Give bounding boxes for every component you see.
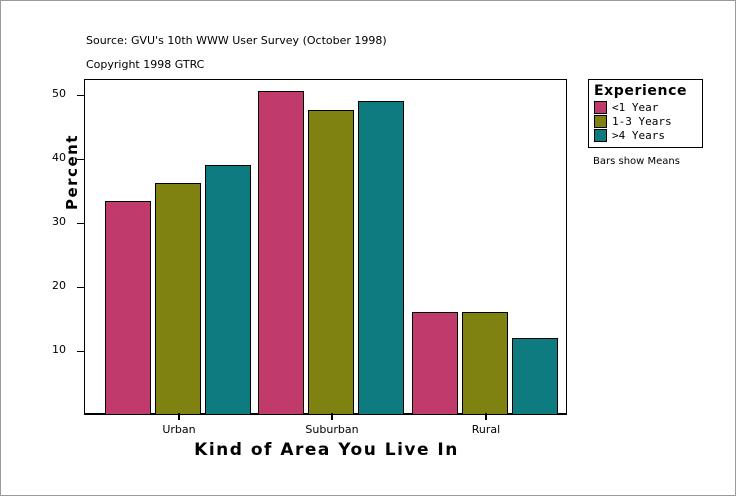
copyright-note: Copyright 1998 GTRC bbox=[86, 58, 205, 71]
x-axis-tick bbox=[485, 413, 487, 420]
legend-item-label: <1 Year bbox=[612, 101, 659, 114]
x-axis-label-urban: Urban bbox=[162, 423, 196, 436]
legend-entries: <1 Year 1-3 Years >4 Years bbox=[594, 101, 697, 142]
legend-item-label: >4 Years bbox=[612, 129, 665, 142]
y-axis-tick-label: 10 bbox=[52, 343, 66, 356]
source-note: Source: GVU's 10th WWW User Survey (Octo… bbox=[86, 34, 387, 47]
bar-rural-1 bbox=[412, 311, 458, 415]
y-axis-tick: 50 bbox=[52, 87, 85, 100]
bar-suburban-3 bbox=[358, 100, 404, 415]
bar-rural-3 bbox=[512, 338, 558, 415]
bar-rural-2 bbox=[462, 311, 508, 415]
legend-swatch-icon bbox=[594, 115, 607, 128]
legend-swatch-icon bbox=[594, 129, 607, 142]
legend-item-label: 1-3 Years bbox=[612, 115, 672, 128]
legend-title: Experience bbox=[594, 83, 688, 99]
x-axis-label-suburban: Suburban bbox=[305, 423, 359, 436]
y-axis-tick: 20 bbox=[52, 279, 85, 292]
legend-item-3: >4 Years bbox=[594, 129, 697, 142]
bar-suburban-1 bbox=[258, 91, 304, 415]
bar-urban-1 bbox=[105, 201, 151, 415]
x-axis-tick bbox=[331, 413, 333, 420]
bar-urban-2 bbox=[155, 183, 201, 415]
y-axis-tick-label: 30 bbox=[52, 215, 66, 228]
legend: Experience <1 Year 1-3 Years >4 Years bbox=[588, 79, 703, 148]
y-axis-tick-label: 20 bbox=[52, 279, 66, 292]
y-axis-tick: 10 bbox=[52, 343, 85, 356]
y-axis-tick: 30 bbox=[52, 215, 85, 228]
x-axis-label-rural: Rural bbox=[471, 423, 501, 436]
bar-suburban-2 bbox=[308, 109, 354, 415]
x-axis-tick bbox=[178, 413, 180, 420]
x-axis-title: Kind of Area You Live In bbox=[194, 440, 459, 460]
bars-container bbox=[85, 80, 566, 415]
y-axis-tick-label: 50 bbox=[52, 87, 66, 100]
y-axis-tick-label: 40 bbox=[52, 151, 66, 164]
bars-show-means-note: Bars show Means bbox=[593, 156, 680, 167]
legend-item-2: 1-3 Years bbox=[594, 115, 697, 128]
bar-urban-3 bbox=[205, 164, 251, 415]
plot-area: Percent 10 20 30 40 50 Urban Suburban Rural Ki… bbox=[52, 79, 567, 460]
legend-item-1: <1 Year bbox=[594, 101, 697, 114]
y-axis-title: Percent bbox=[63, 134, 81, 210]
y-axis-tick: 40 bbox=[52, 151, 85, 164]
legend-swatch-icon bbox=[594, 101, 607, 114]
